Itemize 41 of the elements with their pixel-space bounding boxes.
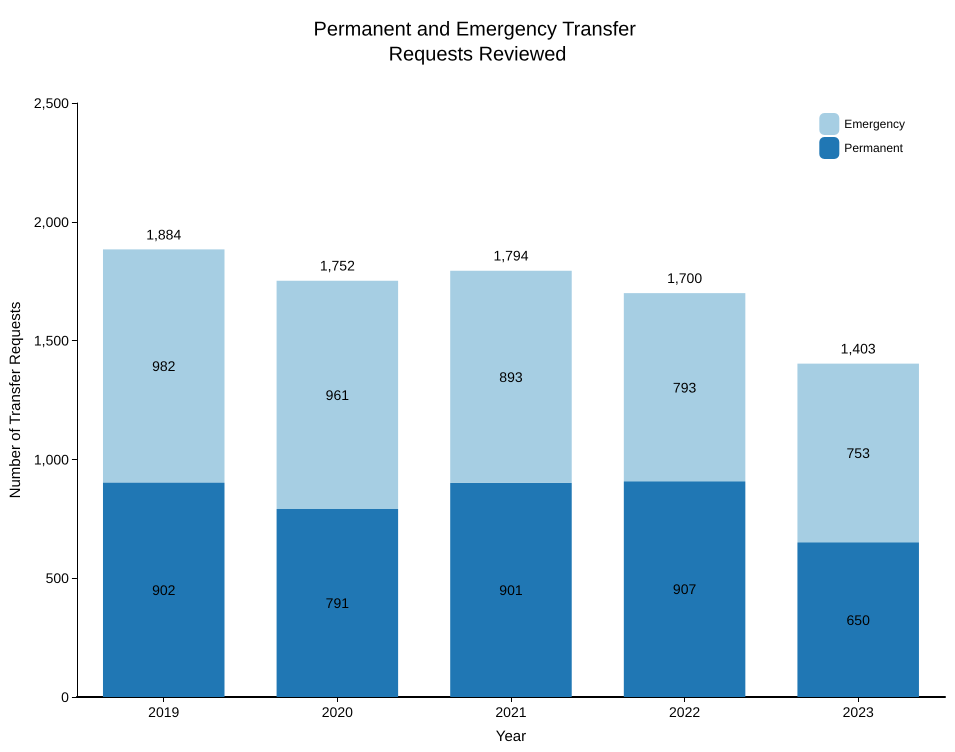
total-label: 1,752 <box>320 258 356 274</box>
data-label: 893 <box>499 368 523 385</box>
bar <box>276 280 398 510</box>
x-tick-label: 2023 <box>842 704 874 720</box>
bar <box>450 482 572 697</box>
bar <box>276 509 398 697</box>
data-label: 901 <box>499 582 523 598</box>
legend-label: Permanent <box>844 141 904 155</box>
bar <box>624 481 746 697</box>
total-label: 1,403 <box>840 340 876 357</box>
bar <box>450 270 572 483</box>
bar <box>102 249 225 483</box>
y-tick-label: 1,000 <box>34 451 70 468</box>
y-tick-label: 0 <box>61 689 70 705</box>
x-tick-label: 2022 <box>669 704 700 720</box>
bar <box>624 293 746 482</box>
data-label: 961 <box>326 386 350 403</box>
bar <box>797 364 919 543</box>
x-tick-label: 2019 <box>148 704 180 720</box>
x-axis-title: Year <box>496 728 526 745</box>
y-tick-label: 500 <box>46 570 70 586</box>
y-tick-label: 2,500 <box>34 95 70 111</box>
bar <box>102 482 225 697</box>
x-tick-label: 2021 <box>495 704 527 720</box>
data-label: 982 <box>152 358 176 374</box>
y-tick-label: 2,000 <box>34 214 70 230</box>
data-label: 791 <box>326 595 350 612</box>
data-label: 753 <box>846 445 870 462</box>
y-tick-label: 1,500 <box>34 332 70 349</box>
chart-title: Permanent and Emergency Transfer Requests Reviewed <box>314 18 642 66</box>
y-axis-title: Number of Transfer Requests <box>7 302 24 498</box>
total-label: 1,794 <box>493 248 529 264</box>
total-label: 1,700 <box>667 270 702 286</box>
data-label: 650 <box>846 612 870 628</box>
total-label: 1,884 <box>146 226 182 242</box>
data-label: 902 <box>152 582 176 598</box>
x-tick-label: 2020 <box>322 704 354 720</box>
bar <box>797 542 919 697</box>
data-label: 793 <box>672 379 696 396</box>
data-label: 907 <box>672 581 696 598</box>
legend-label: Emergency <box>844 117 906 131</box>
